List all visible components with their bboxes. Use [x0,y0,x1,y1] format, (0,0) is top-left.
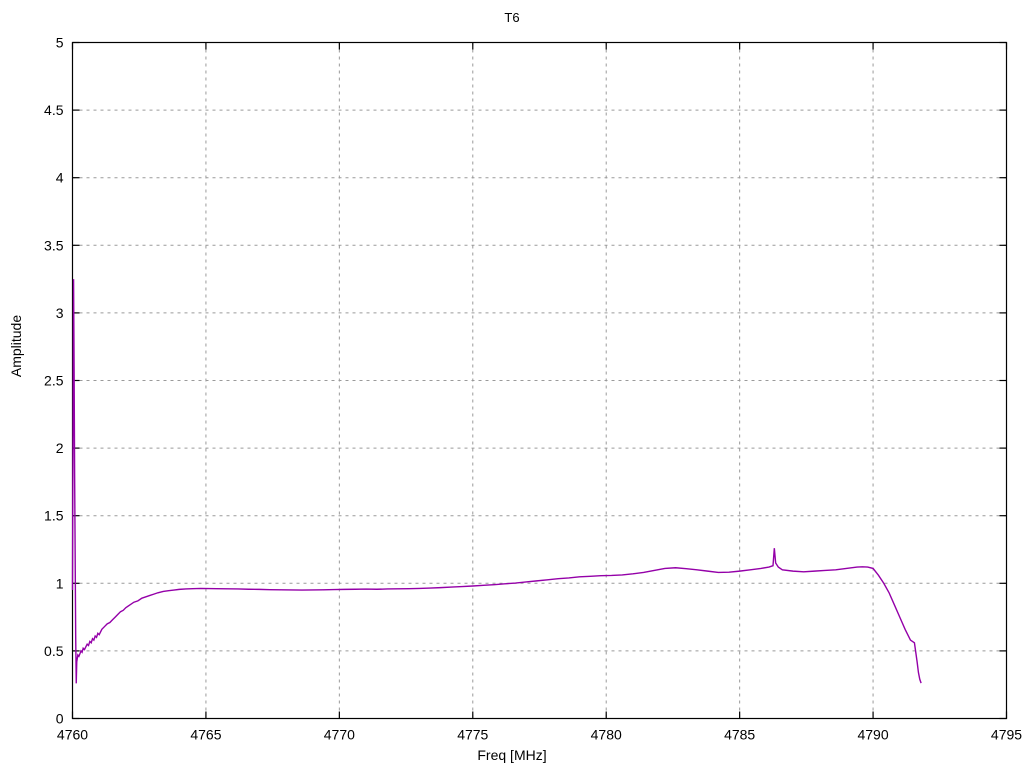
y-tick-label: 1 [56,575,64,591]
x-tick-label: 4760 [57,727,88,743]
x-tick-label: 4765 [190,727,221,743]
data-trace [71,279,922,684]
x-tick-label: 4775 [457,727,488,743]
x-tick-label: 4790 [857,727,888,743]
x-tick-label: 4770 [324,727,355,743]
y-tick-label: 2 [56,440,64,456]
chart-title: T6 [504,10,520,25]
y-tick-labels: 0 0.5 1 1.5 2 2.5 3 3.5 4 4.5 5 [44,35,64,727]
plot-frame [71,41,1008,720]
x-tick-label: 4795 [991,727,1022,743]
x-axis-label: Freq [MHz] [477,747,547,763]
y-tick-label: 5 [56,35,64,51]
x-tick-label: 4785 [724,727,755,743]
y-gridlines [72,109,1007,652]
x-tick-labels: 4760 4765 4770 4775 4780 4785 4790 4795 [57,727,1022,743]
y-tick-label: 3 [56,305,64,321]
y-tick-label: 0 [56,711,64,727]
y-tick-label: 3.5 [44,237,64,253]
y-tick-label: 4.5 [44,102,64,118]
y-tick-label: 1.5 [44,508,64,524]
y-tick-label: 0.5 [44,643,64,659]
x-tick-label: 4780 [591,727,622,743]
y-axis-label: Amplitude [8,314,24,378]
y-tick-label: 4 [56,170,64,186]
y-tick-label: 2.5 [44,373,64,389]
data-series-group [71,279,922,684]
x-gridlines [205,42,874,719]
